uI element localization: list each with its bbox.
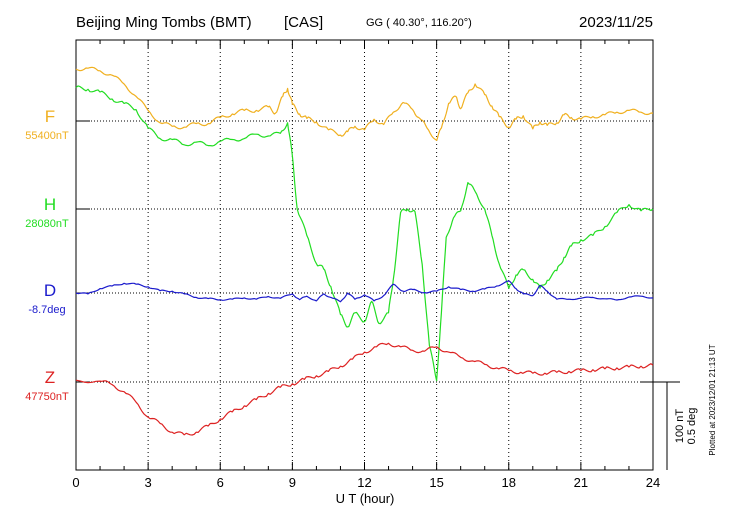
plot-frame — [75, 39, 654, 471]
x-tick-label-24: 24 — [646, 475, 660, 490]
x-tick-label-9: 9 — [289, 475, 296, 490]
series-f-baseline: 55400nT — [25, 130, 69, 142]
plotted-at-note: Plotted at 2023/12/01 21:13 UT — [708, 344, 717, 455]
x-tick-label-18: 18 — [502, 475, 516, 490]
scale-nt-label: 100 nT — [674, 409, 686, 444]
series-layer — [75, 66, 654, 436]
x-tick-label-6: 6 — [217, 475, 224, 490]
series-f-name: F — [45, 107, 55, 126]
series-line-z — [75, 342, 654, 436]
series-line-f — [75, 66, 654, 141]
x-tick-label-15: 15 — [429, 475, 443, 490]
x-tick-label-12: 12 — [357, 475, 371, 490]
series-z-name: Z — [45, 368, 55, 387]
date-label: 2023/11/25 — [579, 14, 653, 31]
x-tick-label-21: 21 — [574, 475, 588, 490]
x-tick-labels: 0 3 6 9 12 15 18 21 24 — [72, 475, 660, 490]
x-axis-label: U T (hour) — [336, 491, 395, 506]
series-labels: F 55400nT H 28080nT D -8.7deg Z 47750nT — [25, 107, 69, 403]
series-line-h — [75, 85, 654, 382]
series-line-d — [75, 280, 654, 303]
series-d-baseline: -8.7deg — [28, 304, 65, 316]
series-h-name: H — [44, 195, 56, 214]
series-h-baseline: 28080nT — [25, 218, 69, 230]
x-tick-label-3: 3 — [145, 475, 152, 490]
series-d-name: D — [44, 281, 56, 300]
coords-label: GG ( 40.30°, 116.20°) — [366, 17, 472, 29]
scale-deg-label: 0.5 deg — [686, 408, 698, 445]
grid — [75, 40, 654, 470]
station-title: Beijing Ming Tombs (BMT) — [76, 14, 252, 31]
scale-bar: 100 nT 0.5 deg — [641, 381, 698, 470]
x-tick-label-0: 0 — [72, 475, 79, 490]
org-label: [CAS] — [284, 14, 323, 31]
series-z-baseline: 47750nT — [25, 391, 69, 403]
